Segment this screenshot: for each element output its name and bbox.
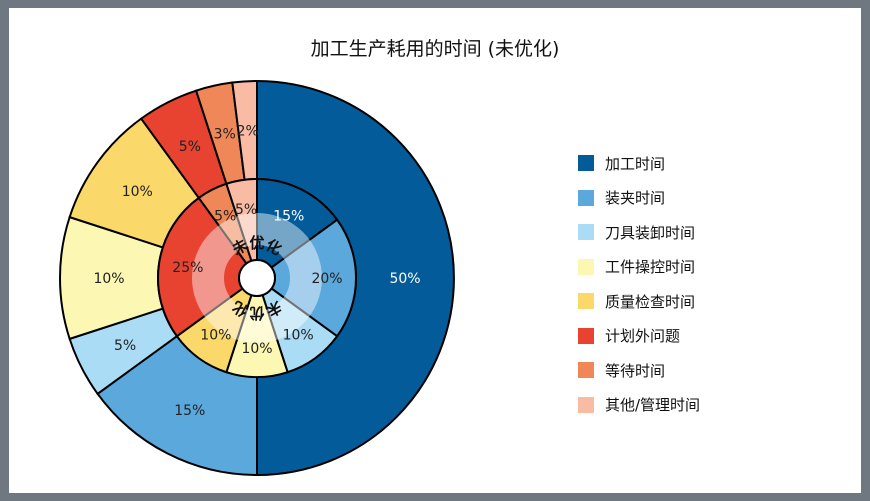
legend-swatch xyxy=(578,293,594,310)
inner-label-6: 25% xyxy=(172,260,203,276)
legend-label: 装夹时间 xyxy=(605,189,666,208)
legend-label: 加工时间 xyxy=(605,154,666,173)
inner-label-2: 20% xyxy=(311,271,342,287)
inner-label-8: 5% xyxy=(235,202,257,218)
legend-item: 质量检查时间 xyxy=(578,284,700,319)
outer-label-3: 5% xyxy=(114,338,136,354)
legend-swatch xyxy=(578,155,594,172)
outer-ring xyxy=(59,79,455,477)
center-hole xyxy=(238,259,276,297)
outer-label-7: 3% xyxy=(214,127,236,143)
chart-canvas: 加工生产耗用的时间 (未优化) 未优化 未优化 50% 15% 5% 10% 10% 5% 3… xyxy=(9,8,861,493)
outer-label-5: 10% xyxy=(122,184,153,200)
outer-label-2: 15% xyxy=(174,403,205,419)
legend: 加工时间装夹时间刀具装卸时间 工件操控时间 质量检查时间 计划外问题等待时间其他/管理… xyxy=(578,146,700,422)
inner-label-4: 10% xyxy=(241,341,272,357)
legend-label: 计划外问题 xyxy=(605,327,681,346)
legend-item: 计划外问题 xyxy=(578,319,700,354)
inner-label-3: 10% xyxy=(283,328,314,344)
outer-label-1: 50% xyxy=(389,271,420,287)
legend-swatch xyxy=(578,189,594,206)
data-labels: 50% 15% 5% 10% 10% 5% 3% 2% 15% 20% 10% 10% 10% 25% 5%… xyxy=(93,123,420,419)
inner-label-7: 5% xyxy=(214,209,236,225)
legend-swatch xyxy=(578,258,594,275)
legend-item: 装夹时间 xyxy=(578,181,700,216)
legend-label: 刀具装卸时间 xyxy=(605,223,696,242)
chart-title: 加工生产耗用的时间 (未优化) xyxy=(310,38,560,60)
legend-item: 其他/管理时间 xyxy=(578,388,700,423)
legend-item: 加工时间 xyxy=(578,146,700,181)
legend-label: 其他/管理时间 xyxy=(605,396,701,415)
legend-item: 刀具装卸时间 xyxy=(578,215,700,250)
legend-label: 质量检查时间 xyxy=(605,292,696,311)
legend-label: 工件操控时间 xyxy=(605,258,696,277)
legend-label: 等待时间 xyxy=(605,361,666,380)
legend-swatch xyxy=(578,362,594,379)
outer-label-8: 2% xyxy=(237,123,259,139)
outer-label-4: 10% xyxy=(93,271,124,287)
legend-swatch xyxy=(578,327,594,344)
legend-item: 等待时间 xyxy=(578,353,700,388)
legend-item: 工件操控时间 xyxy=(578,250,700,285)
outer-label-6: 5% xyxy=(179,139,201,155)
inner-label-1: 15% xyxy=(273,209,304,225)
center-band xyxy=(192,213,322,343)
legend-swatch xyxy=(578,224,594,241)
inner-ring xyxy=(157,177,357,378)
legend-swatch xyxy=(578,396,594,413)
inner-label-5: 10% xyxy=(200,328,231,344)
